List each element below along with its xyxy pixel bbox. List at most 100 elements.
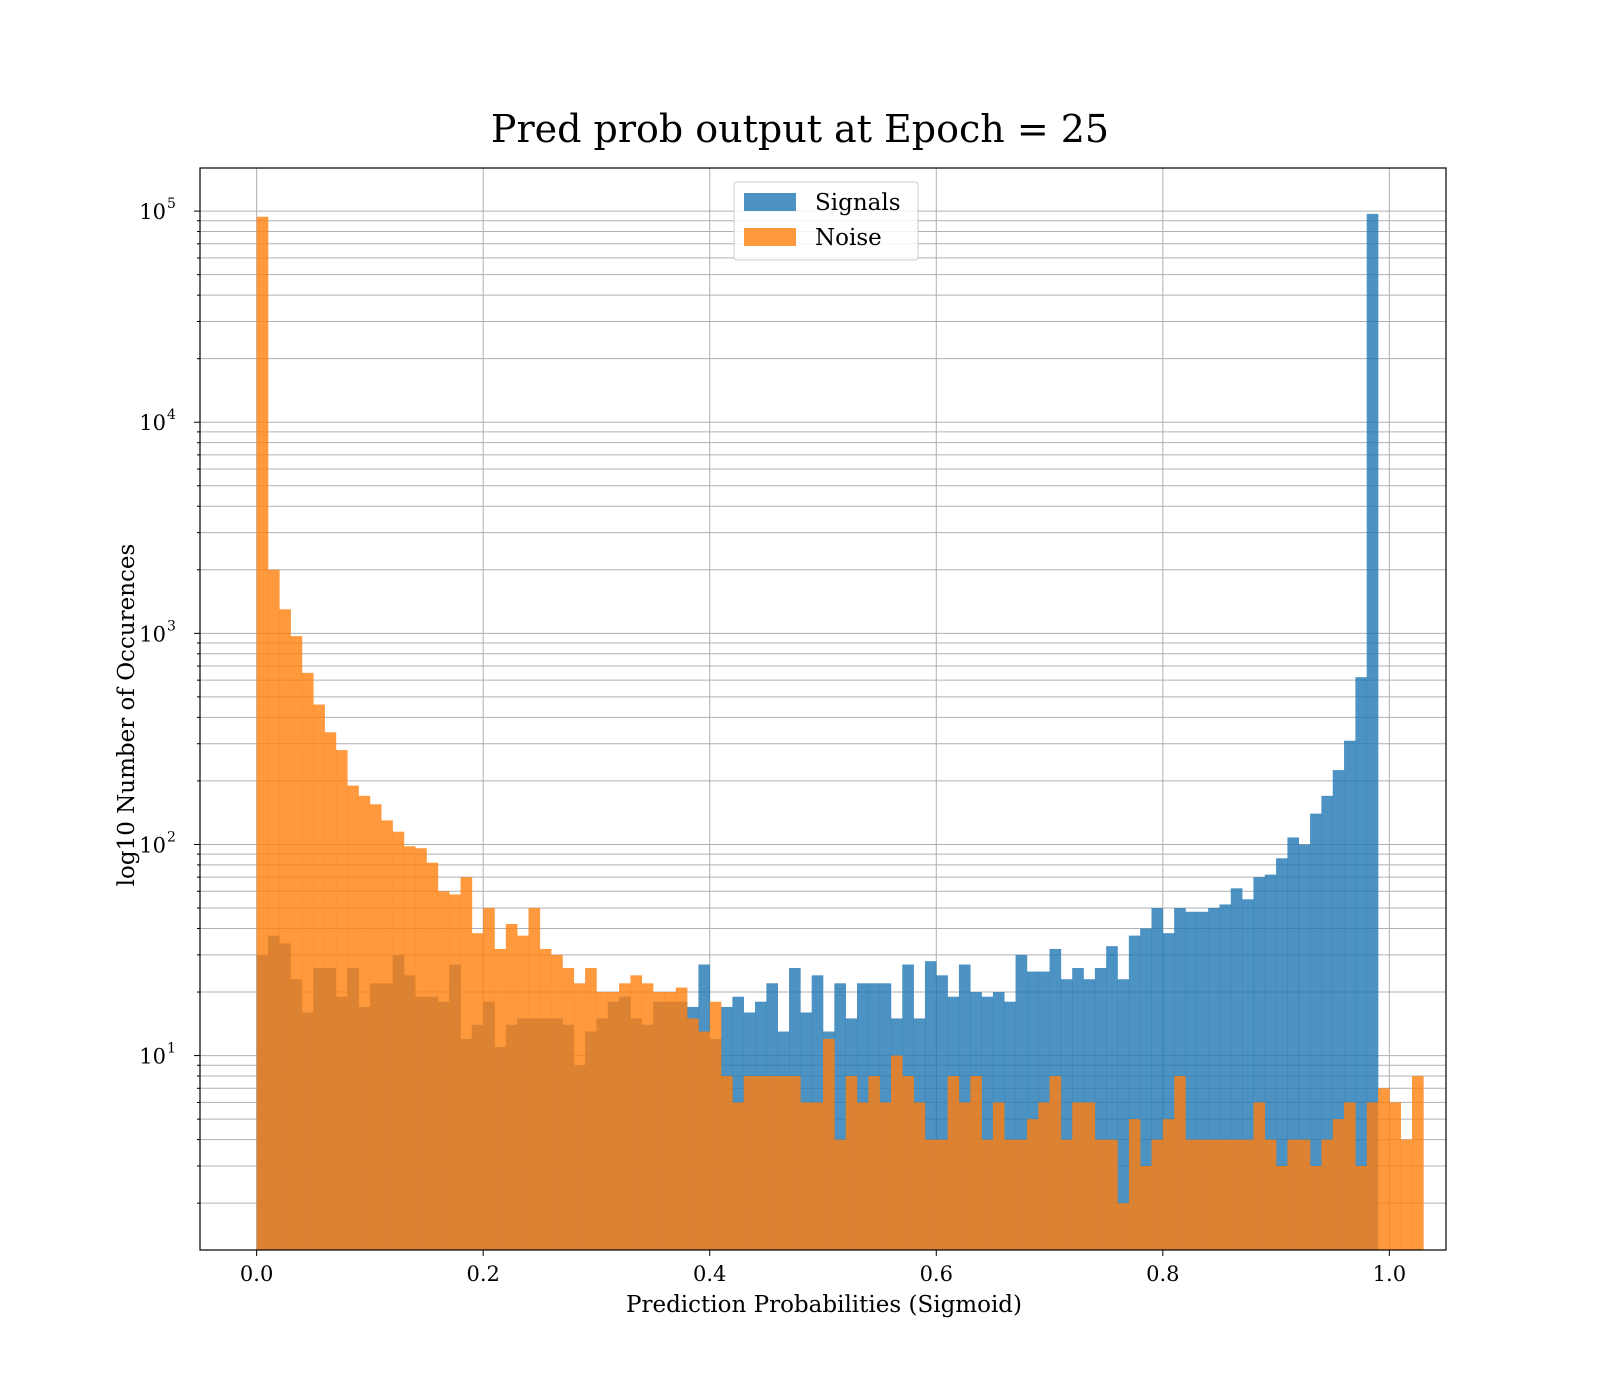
bar-signals [1242, 899, 1254, 1250]
bar-noise [347, 785, 359, 1250]
bar-noise [607, 992, 620, 1250]
bar-signals [1355, 677, 1368, 1250]
bar-signals [1310, 813, 1322, 1250]
bar-noise [551, 954, 563, 1250]
bar-noise [845, 1076, 858, 1250]
x-tick-label: 0.8 [1146, 1262, 1179, 1286]
bar-noise [755, 1076, 767, 1250]
bar-noise [1162, 1119, 1175, 1250]
bar-noise [1264, 1139, 1277, 1250]
bar-noise [1412, 1076, 1424, 1250]
bar-noise [777, 1076, 790, 1250]
bar-noise [1174, 1076, 1186, 1250]
y-tick-exponent: 2 [167, 829, 176, 845]
bar-noise [630, 975, 643, 1250]
bar-noise [596, 992, 609, 1250]
series-noise-bars [256, 216, 1424, 1251]
bar-noise [1400, 1139, 1413, 1250]
bar-signals [1344, 740, 1356, 1250]
bar-noise [1026, 1119, 1039, 1250]
bar-signals [924, 961, 937, 1250]
bar-signals [1196, 911, 1209, 1250]
bar-noise [698, 1031, 711, 1250]
bar-signals [1185, 911, 1198, 1250]
y-tick-exponent: 5 [167, 196, 176, 212]
y-tick-label: 10 [139, 411, 166, 435]
bar-noise [936, 1139, 948, 1250]
x-tick-label: 0.4 [693, 1262, 726, 1286]
bar-noise [1253, 1102, 1266, 1250]
bar-noise [1004, 1139, 1016, 1250]
bar-noise [732, 1102, 745, 1250]
bar-noise [1072, 1102, 1084, 1250]
bar-signals [1332, 770, 1345, 1250]
y-tick-label: 10 [139, 833, 166, 857]
x-tick-label: 1.0 [1373, 1262, 1406, 1286]
bar-signals [1321, 795, 1334, 1250]
x-tick-label: 0.6 [920, 1262, 953, 1286]
bar-noise [958, 1102, 971, 1250]
bar-noise [403, 846, 416, 1250]
bar-noise [721, 1076, 733, 1250]
bar-noise [1298, 1139, 1311, 1250]
bar-noise [562, 967, 575, 1250]
legend-label-signals: Signals [815, 190, 901, 216]
bar-noise [483, 908, 495, 1250]
bar-noise [1332, 1119, 1345, 1250]
bar-noise [743, 1076, 756, 1250]
bar-noise [1230, 1139, 1243, 1250]
bar-noise [1355, 1165, 1368, 1250]
bar-noise [1276, 1165, 1288, 1250]
bar-signals [1094, 967, 1107, 1250]
bar-signals [1026, 971, 1039, 1250]
bar-noise [415, 848, 427, 1250]
bar-signals [1004, 1001, 1016, 1250]
bar-noise [324, 732, 337, 1250]
bar-noise [460, 877, 473, 1250]
bar-noise [789, 1076, 801, 1250]
bar-noise [856, 1102, 869, 1250]
y-tick-label: 10 [139, 200, 166, 224]
bar-noise [1060, 1139, 1073, 1250]
y-tick-exponent: 4 [167, 407, 176, 423]
bar-signals [1060, 979, 1073, 1250]
bar-noise [1219, 1139, 1232, 1250]
x-axis-label: Prediction Probabilities (Sigmoid) [626, 1292, 1022, 1318]
bar-noise [369, 804, 382, 1250]
bar-noise [573, 983, 586, 1250]
bar-signals [1219, 904, 1232, 1250]
bar-signals [1230, 888, 1243, 1250]
bar-signals [1140, 928, 1152, 1250]
bar-noise [653, 992, 665, 1250]
bar-noise [619, 983, 631, 1250]
bar-signals [1151, 908, 1164, 1250]
bar-noise [890, 1055, 903, 1250]
y-tick-label: 10 [139, 622, 166, 646]
bar-noise [1083, 1102, 1096, 1250]
bar-noise [947, 1076, 960, 1250]
bar-signals [1106, 946, 1118, 1250]
bar-signals [936, 975, 948, 1250]
bar-signals [1287, 837, 1300, 1250]
bar-noise [1140, 1165, 1152, 1250]
bar-noise [879, 1102, 892, 1250]
legend-swatch-noise [744, 228, 796, 246]
bar-noise [981, 1139, 994, 1250]
x-tick-label: 0.2 [466, 1262, 499, 1286]
bar-noise [800, 1102, 812, 1250]
y-tick-label: 10 [139, 1045, 166, 1069]
bar-noise [1049, 1076, 1062, 1250]
bar-noise [1208, 1139, 1220, 1250]
bar-signals [834, 983, 846, 1250]
bar-noise [1344, 1102, 1356, 1250]
bar-noise [1366, 1102, 1379, 1250]
bar-noise [585, 967, 597, 1250]
bar-noise [267, 569, 280, 1250]
x-tick-label: 0.0 [240, 1262, 273, 1286]
bar-signals [1128, 935, 1141, 1250]
bar-noise [687, 1018, 699, 1250]
bar-noise [664, 992, 677, 1250]
bar-noise [1094, 1139, 1107, 1250]
bar-noise [437, 891, 450, 1250]
bar-noise [1378, 1088, 1390, 1250]
